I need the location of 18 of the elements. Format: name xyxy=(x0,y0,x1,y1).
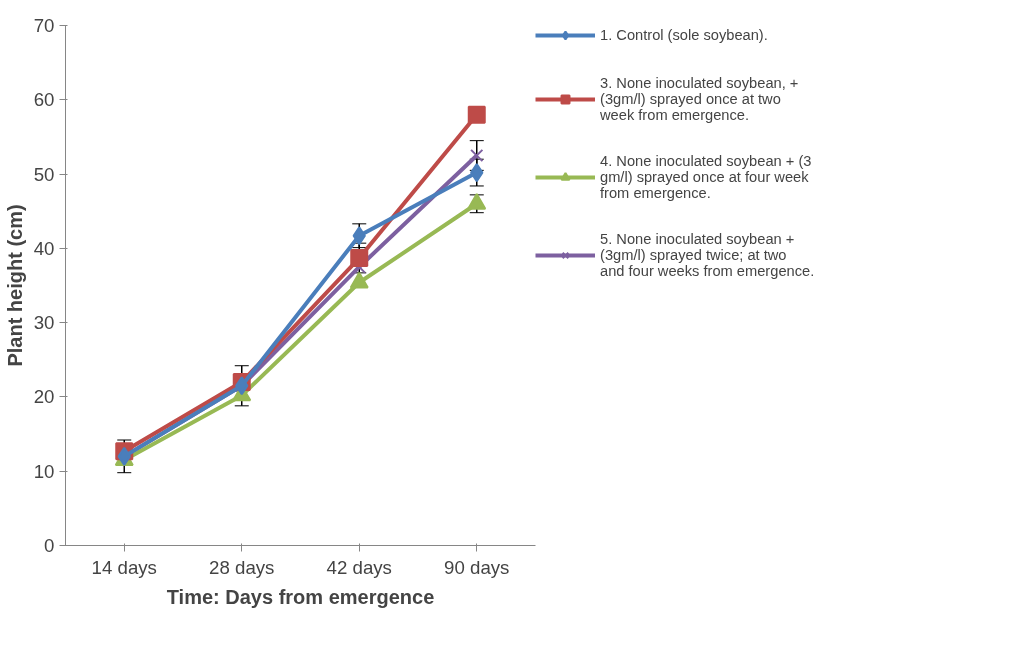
y-tick-label: 30 xyxy=(33,312,55,334)
legend-label: 1. Control (sole soybean). xyxy=(600,26,768,45)
y-tick-label: 40 xyxy=(33,237,55,259)
x-tick-label: 42 days xyxy=(326,556,392,578)
legend-label: 4. None inoculated soybean + (3 gm/l) sprayed once at four week from emergence. xyxy=(600,153,812,201)
y-tick-label: 0 xyxy=(44,535,55,556)
y-tick-label: 70 xyxy=(33,15,55,36)
y-tick-label: 20 xyxy=(33,386,55,408)
x-tick-label: 28 days xyxy=(209,556,275,578)
legend-label: 5. None inoculated soybean + (3gm/l) sprayed twice; at two and four weeks from emergence. xyxy=(600,231,815,279)
y-tick-label: 50 xyxy=(33,163,55,185)
legend-label: 3. None inoculated soybean, + (3gm/l) sprayed once at two week from emergence. xyxy=(600,75,799,123)
y-axis-title: Plant height (cm) xyxy=(3,204,26,367)
x-axis-title: Time: Days from emergence xyxy=(166,585,435,608)
x-tick-label: 90 days xyxy=(444,556,510,578)
x-tick-label: 14 days xyxy=(91,556,157,578)
y-tick-label: 10 xyxy=(33,460,55,482)
y-tick-label: 60 xyxy=(33,89,55,111)
